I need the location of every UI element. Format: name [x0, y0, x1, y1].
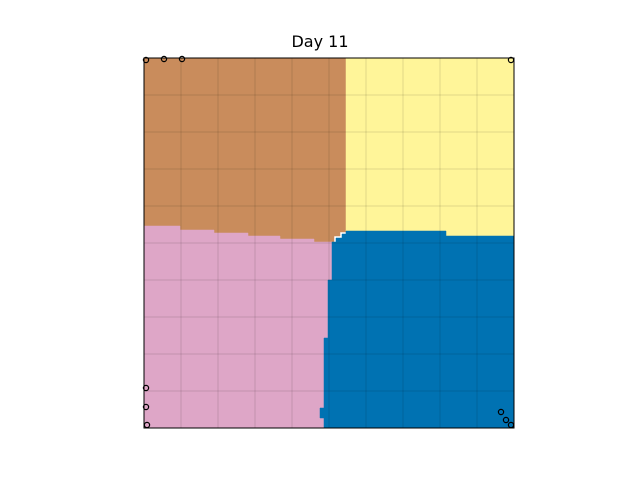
agent-marker-bottom-right-2 [502, 416, 510, 424]
agent-marker-bottom-right-3 [507, 421, 515, 429]
board-frame [143, 57, 515, 429]
agent-marker-bottom-left-1 [142, 384, 150, 392]
yellow-territory [345, 57, 515, 237]
agent-marker-top-right [507, 56, 515, 64]
blue-territory [319, 230, 515, 429]
agent-marker-top-left-3 [178, 55, 186, 63]
plot-title: Day 11 [291, 32, 349, 51]
agent-marker-top-left-1 [142, 56, 150, 64]
pink-territory [143, 225, 333, 429]
agent-marker-top-left-2 [160, 55, 168, 63]
agent-marker-bottom-right-1 [497, 408, 505, 416]
brown-territory [143, 57, 347, 243]
grid-lines [144, 58, 514, 428]
agent-markers [142, 55, 515, 429]
agent-marker-bottom-left-2 [142, 403, 150, 411]
territory-layer [143, 57, 515, 429]
agent-marker-bottom-left-3 [143, 421, 151, 429]
